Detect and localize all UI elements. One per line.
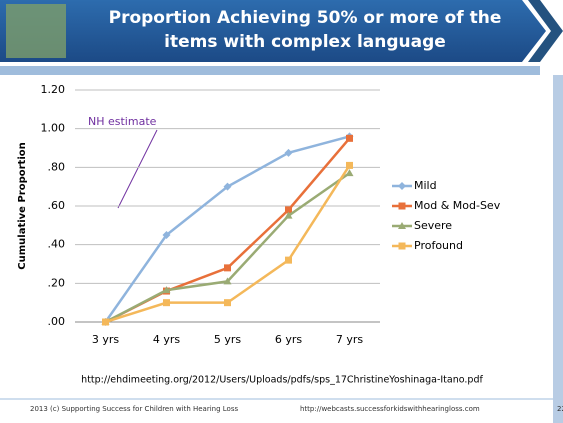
y-tick-label: .20 <box>48 276 66 289</box>
marker <box>163 299 170 307</box>
marker <box>346 134 353 142</box>
logo <box>6 4 66 58</box>
slide-title: items with complex language <box>164 32 446 52</box>
marker <box>162 231 171 239</box>
marker <box>224 264 231 272</box>
annotation: NH estimate <box>88 115 157 128</box>
marker <box>223 182 232 191</box>
legend-marker <box>398 182 406 190</box>
y-tick-label: 1.00 <box>41 122 66 135</box>
y-axis-label: Cumulative Proportion <box>17 142 28 269</box>
x-tick-label: 3 yrs <box>92 333 120 346</box>
header-band <box>0 0 546 62</box>
legend-marker <box>398 242 406 250</box>
footer-left: 2013 (c) Supporting Success for Children… <box>30 405 238 413</box>
marker <box>346 161 353 169</box>
header-stripe <box>0 66 540 75</box>
x-tick-label: 7 yrs <box>336 333 364 346</box>
marker <box>223 277 232 285</box>
legend-marker <box>398 202 406 210</box>
marker <box>162 286 171 294</box>
legend-label: Profound <box>414 239 463 252</box>
page-number: 22 <box>557 405 563 413</box>
legend-label: Mod & Mod-Sev <box>414 199 501 212</box>
side-stripe <box>553 75 563 423</box>
annotation-line <box>117 129 158 209</box>
header-chevron <box>528 0 563 62</box>
legend-label: Severe <box>414 219 452 232</box>
x-tick-label: 6 yrs <box>275 333 303 346</box>
y-tick-label: .40 <box>48 238 66 251</box>
legend-marker <box>398 222 406 229</box>
marker <box>102 318 109 326</box>
slide-title: Proportion Achieving 50% or more of the <box>109 8 502 28</box>
y-tick-label: .60 <box>48 199 66 212</box>
legend-label: Mild <box>414 179 437 192</box>
marker <box>285 256 292 264</box>
marker <box>284 148 293 157</box>
marker <box>224 299 231 307</box>
marker <box>284 211 293 219</box>
source: http://ehdimeeting.org/2012/Users/Upload… <box>81 375 483 386</box>
y-tick-label: 1.20 <box>41 83 66 96</box>
x-tick-label: 5 yrs <box>214 333 242 346</box>
footer-center: http://webcasts.successforkidswithhearin… <box>300 405 480 413</box>
marker <box>345 169 354 177</box>
y-tick-label: .00 <box>48 315 66 328</box>
marker <box>285 206 292 214</box>
y-tick-label: .80 <box>48 160 66 173</box>
x-tick-label: 4 yrs <box>153 333 181 346</box>
